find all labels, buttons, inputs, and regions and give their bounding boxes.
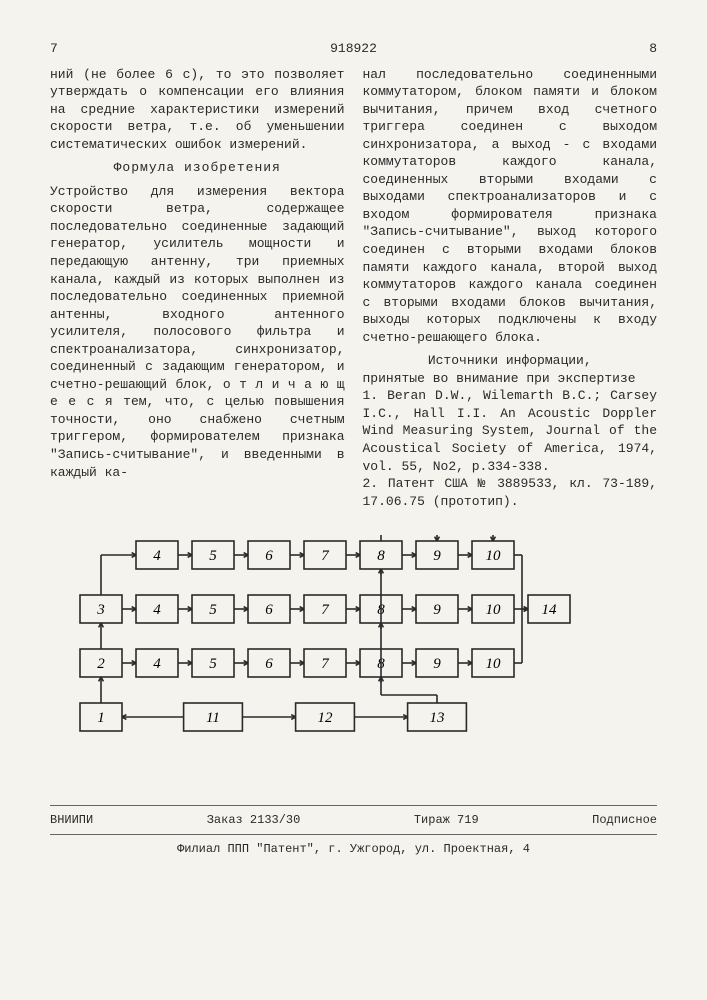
svg-text:1: 1 [97,710,105,726]
svg-text:9: 9 [433,656,441,672]
footer-tirage: Тираж 719 [414,812,479,828]
footer-org: ВНИИПИ [50,812,93,828]
svg-text:12: 12 [317,710,333,726]
svg-text:14: 14 [541,602,557,618]
footer-order: Заказ 2133/30 [207,812,301,828]
text-columns: ний (не более 6 с), то это позволяет утв… [50,66,657,511]
right-column: нал последовательно соединенными коммута… [363,66,658,511]
svg-text:8: 8 [377,548,385,564]
svg-text:10: 10 [485,548,501,564]
left-para2: Устройство для измерения вектора скорост… [50,183,345,481]
svg-text:6: 6 [265,602,273,618]
svg-text:4: 4 [153,656,161,672]
svg-text:7: 7 [321,548,330,564]
svg-text:3: 3 [96,602,105,618]
ref2: 2. Патент США № 3889533, кл. 73-189, 17.… [363,475,658,510]
svg-text:5: 5 [209,548,217,564]
formula-title: Формула изобретения [50,159,345,177]
svg-text:11: 11 [206,710,220,726]
svg-text:6: 6 [265,656,273,672]
svg-text:9: 9 [433,602,441,618]
svg-text:10: 10 [485,602,501,618]
svg-text:5: 5 [209,656,217,672]
footer-bar: ВНИИПИ Заказ 2133/30 Тираж 719 Подписное [50,805,657,835]
sources-title: Источники информации, [363,352,658,370]
right-para1: нал последовательно соединенными коммута… [363,66,658,347]
svg-text:4: 4 [153,602,161,618]
left-column: ний (не более 6 с), то это позволяет утв… [50,66,345,511]
footer-sub: Подписное [592,812,657,828]
diagram-svg: 45678910345678910142456789101111213 [74,535,634,785]
block-diagram: 45678910345678910142456789101111213 [74,535,634,785]
svg-text:7: 7 [321,602,330,618]
doc-number: 918922 [330,41,377,56]
left-para1: ний (не более 6 с), то это позволяет утв… [50,66,345,154]
left-col-number: 7 [50,40,58,58]
svg-text:2: 2 [97,656,105,672]
svg-text:6: 6 [265,548,273,564]
svg-text:7: 7 [321,656,330,672]
ref1: 1. Beran D.W., Wilemarth B.C.; Carsey I.… [363,387,658,475]
svg-text:10: 10 [485,656,501,672]
svg-text:5: 5 [209,602,217,618]
sources-sub: принятые во внимание при экспертизе [363,370,658,388]
svg-text:9: 9 [433,548,441,564]
svg-text:13: 13 [429,710,444,726]
footer-address: Филиал ППП "Патент", г. Ужгород, ул. Про… [50,841,657,857]
right-col-number: 8 [649,40,657,58]
svg-text:4: 4 [153,548,161,564]
